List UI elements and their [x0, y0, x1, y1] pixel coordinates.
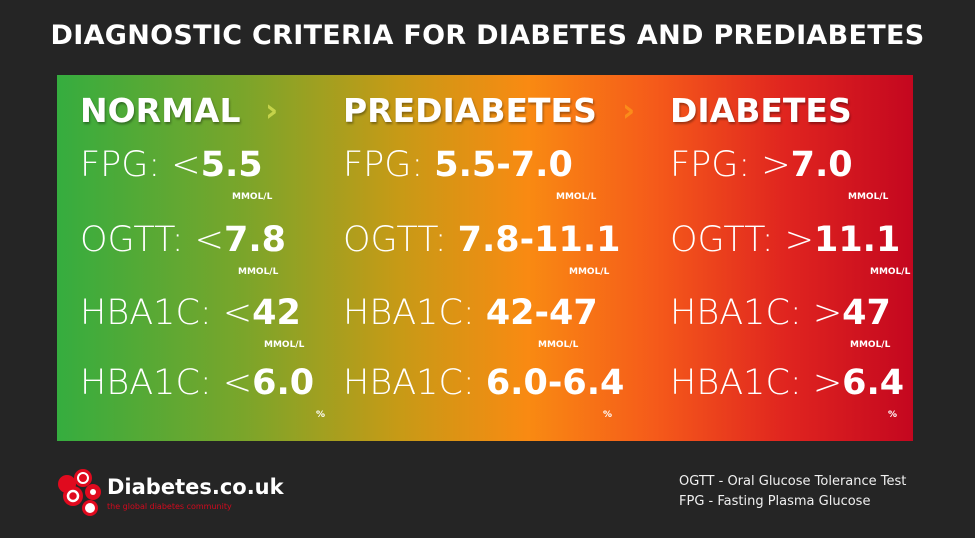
criterion-label: HBA1C: — [343, 363, 486, 403]
criterion-label: HBA1C: — [343, 293, 486, 333]
criterion-row: OGTT: >11.1 — [670, 220, 900, 260]
comparison-operator: < — [222, 293, 253, 333]
criterion-value: 6.4 — [842, 363, 905, 403]
criterion-label: FPG: — [80, 145, 172, 185]
criterion-row: OGTT: <7.8 — [80, 220, 286, 260]
brand-tagline: the global diabetes community — [107, 502, 232, 511]
comparison-operator: > — [812, 363, 843, 403]
unit-label: MMOL/L — [238, 267, 279, 277]
criterion-row: HBA1C: >47 — [670, 293, 891, 333]
legend-ogtt: OGTT - Oral Glucose Tolerance Test — [679, 474, 907, 489]
criterion-value: 7.8 — [223, 220, 286, 260]
column-heading-prediabetes: PREDIABETES — [343, 91, 597, 130]
criterion-label: HBA1C: — [80, 363, 223, 403]
criterion-label: OGTT: — [670, 220, 785, 260]
criterion-value: 6.0-6.4 — [485, 363, 625, 403]
criterion-value: 42 — [252, 293, 301, 333]
comparison-operator: < — [222, 363, 253, 403]
criterion-value: 5.5 — [200, 145, 263, 185]
criterion-value: 47 — [842, 293, 891, 333]
unit-label: % — [316, 410, 326, 420]
comparison-operator: < — [171, 145, 201, 185]
abbreviation-legend: OGTT - Oral Glucose Tolerance Test FPG -… — [679, 472, 906, 512]
unit-label: % — [603, 410, 613, 420]
criterion-label: FPG: — [343, 145, 435, 185]
criterion-row: HBA1C: 6.0-6.4 — [343, 363, 624, 403]
criterion-value: 7.8-11.1 — [457, 220, 621, 260]
criterion-row: HBA1C: <6.0 — [80, 363, 314, 403]
criterion-row: OGTT: 7.8-11.1 — [343, 220, 621, 260]
criterion-row: HBA1C: >6.4 — [670, 363, 904, 403]
unit-label: MMOL/L — [232, 192, 273, 202]
unit-label: MMOL/L — [556, 192, 597, 202]
criterion-value: 6.0 — [252, 363, 315, 403]
criterion-row: FPG: 5.5-7.0 — [343, 145, 573, 185]
chevron-right-icon: › — [622, 91, 636, 129]
criterion-row: FPG: <5.5 — [80, 145, 263, 185]
criteria-panel: NORMAL › FPG: <5.5 MMOL/L OGTT: <7.8 MMOL/L HB… — [57, 75, 913, 441]
criterion-label: HBA1C: — [670, 363, 813, 403]
criterion-value: 7.0 — [790, 145, 853, 185]
chevron-right-icon: › — [265, 91, 279, 129]
column-heading-diabetes: DIABETES — [670, 91, 852, 130]
page-title: DIAGNOSTIC CRITERIA FOR DIABETES AND PRE… — [50, 20, 925, 51]
comparison-operator: > — [784, 220, 814, 260]
legend-fpg: FPG - Fasting Plasma Glucose — [679, 494, 871, 509]
criterion-value: 5.5-7.0 — [434, 145, 573, 185]
criterion-row: HBA1C: 42-47 — [343, 293, 598, 333]
unit-label: MMOL/L — [538, 340, 579, 350]
unit-label: MMOL/L — [870, 267, 911, 277]
diabetes-logo-icon — [58, 469, 101, 516]
criterion-value: 42-47 — [485, 293, 598, 333]
unit-label: MMOL/L — [848, 192, 889, 202]
column-heading-normal: NORMAL — [80, 91, 241, 130]
comparison-operator: < — [194, 220, 224, 260]
unit-label: MMOL/L — [264, 340, 305, 350]
criterion-label: FPG: — [670, 145, 762, 185]
comparison-operator: > — [761, 145, 791, 185]
criterion-row: FPG: >7.0 — [670, 145, 853, 185]
comparison-operator: > — [812, 293, 843, 333]
criterion-label: OGTT: — [80, 220, 195, 260]
criterion-label: OGTT: — [343, 220, 458, 260]
unit-label: % — [888, 410, 898, 420]
criterion-value: 11.1 — [813, 220, 901, 260]
criterion-label: HBA1C: — [80, 293, 223, 333]
criterion-label: HBA1C: — [670, 293, 813, 333]
criterion-row: HBA1C: <42 — [80, 293, 301, 333]
unit-label: MMOL/L — [850, 340, 891, 350]
unit-label: MMOL/L — [569, 267, 610, 277]
brand-name: Diabetes.co.uk — [107, 475, 284, 499]
